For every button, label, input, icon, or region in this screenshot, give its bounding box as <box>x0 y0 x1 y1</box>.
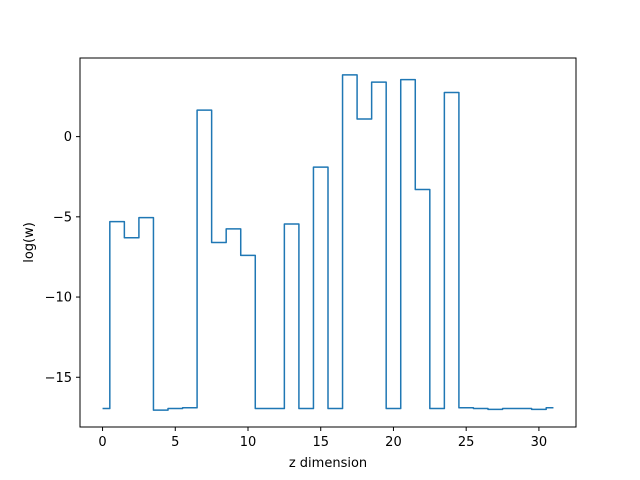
plot-frame <box>79 57 577 428</box>
x-tick-label: 15 <box>312 435 329 450</box>
series-layer <box>102 74 554 411</box>
y-axis-ticks: −15 −10 −5 0 <box>45 130 80 386</box>
x-tick-label: 0 <box>98 435 106 450</box>
y-axis-label: log(w) <box>22 222 37 263</box>
y-tick-label: −15 <box>45 371 72 386</box>
y-tick-label: 0 <box>64 130 72 145</box>
series-line <box>102 74 554 411</box>
x-axis-label: z dimension <box>289 456 367 471</box>
x-tick-label: 25 <box>458 435 475 450</box>
y-tick-label: −5 <box>53 210 72 225</box>
y-tick-label: −10 <box>45 291 72 306</box>
x-tick-label: 5 <box>171 435 179 450</box>
x-tick-label: 30 <box>531 435 548 450</box>
x-axis-ticks: 0 5 10 15 20 25 30 <box>98 427 547 450</box>
x-tick-label: 10 <box>240 435 257 450</box>
x-tick-label: 20 <box>385 435 402 450</box>
